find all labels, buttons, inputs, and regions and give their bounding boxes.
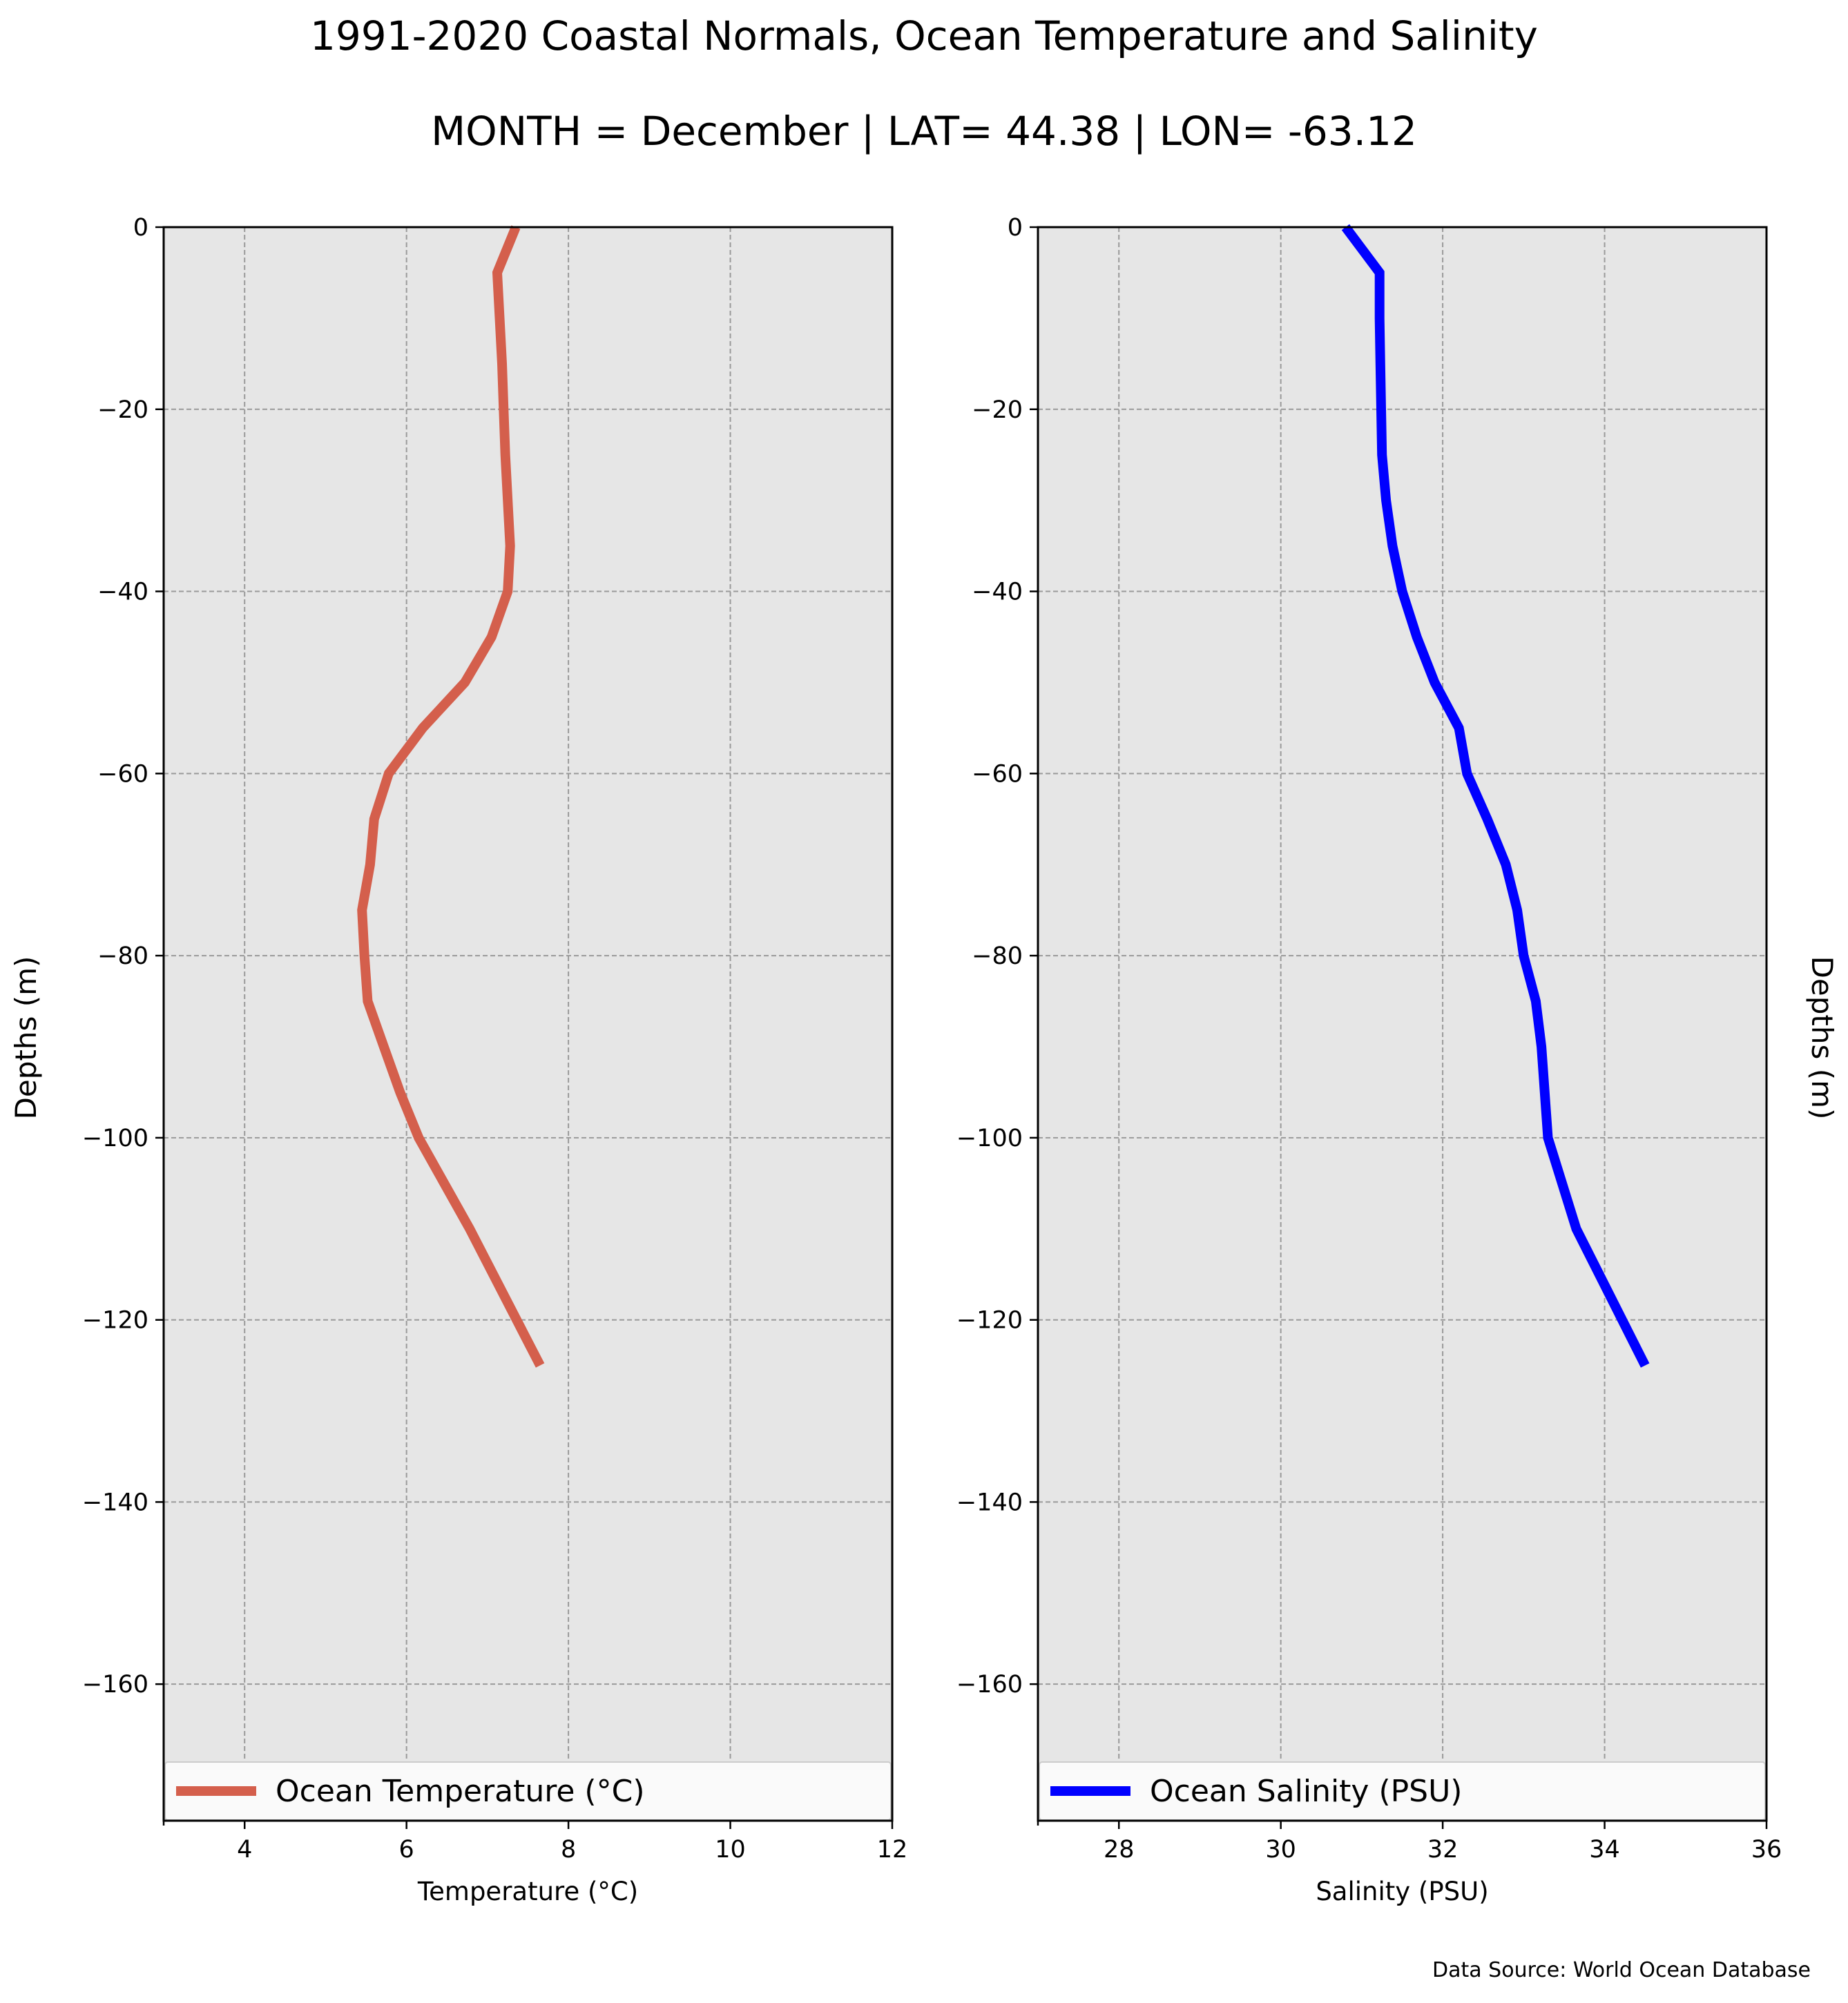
axes-frame (162, 226, 894, 1822)
x-tick-label: 34 (1589, 1836, 1620, 1864)
legend-label: Ocean Salinity (PSU) (1150, 1774, 1462, 1809)
y-tick-label: −160 (82, 1671, 148, 1699)
x-tick-label: 12 (877, 1836, 908, 1864)
plot-area (164, 227, 892, 1821)
x-tick-label: 10 (715, 1836, 746, 1864)
y-tick-label: −160 (956, 1671, 1023, 1699)
data-source-note: Data Source: World Ocean Database (1432, 1958, 1811, 1982)
y-tick-label: −20 (972, 396, 1023, 424)
x-tick-label: 28 (1104, 1836, 1135, 1864)
series-line (1341, 224, 1650, 1368)
figure-title: 1991-2020 Coastal Normals, Ocean Tempera… (310, 12, 1538, 59)
x-tick-label: 8 (561, 1836, 576, 1864)
axes-frame (1037, 226, 1768, 1822)
x-tick-label: 6 (399, 1836, 414, 1864)
series-line (357, 225, 545, 1368)
y-tick-label: −40 (97, 579, 148, 606)
y-axis-label: Depths (m) (1805, 956, 1839, 1120)
y-tick-label: −80 (97, 942, 148, 970)
y-tick-label: −20 (97, 396, 148, 424)
y-tick-label: 0 (1008, 214, 1023, 242)
y-tick-label: −140 (82, 1489, 148, 1516)
y-tick-label: −60 (97, 760, 148, 788)
x-tick-label: 36 (1751, 1836, 1782, 1864)
legend-label: Ocean Temperature (°C) (276, 1774, 645, 1809)
x-axis-label: Salinity (PSU) (1316, 1877, 1488, 1906)
y-tick-label: −80 (972, 942, 1023, 970)
x-tick-label: 4 (237, 1836, 252, 1864)
y-tick-label: −140 (956, 1489, 1023, 1516)
y-tick-label: 0 (133, 214, 148, 242)
y-tick-label: −100 (82, 1125, 148, 1152)
salinity-panel: Ocean Salinity (PSU) 28 30 32 34 36 0 −20 −40 −60… (956, 214, 1839, 1906)
y-tick-label: −100 (956, 1125, 1023, 1152)
y-tick-label: −40 (972, 579, 1023, 606)
y-tick-label: −120 (956, 1307, 1023, 1335)
x-tick-label: 32 (1427, 1836, 1459, 1864)
temperature-panel: Ocean Temperature (°C) 4 6 8 10 12 0 −20 −40 −60 −… (9, 214, 907, 1906)
y-tick-label: −60 (972, 760, 1023, 788)
x-axis-label: Temperature (°C) (417, 1877, 638, 1906)
plot-area (1038, 227, 1767, 1821)
y-tick-label: −120 (82, 1307, 148, 1335)
y-axis-label: Depths (m) (9, 956, 43, 1120)
x-tick-label: 30 (1265, 1836, 1296, 1864)
figure-subtitle: MONTH = December | LAT= 44.38 | LON= -63… (431, 108, 1417, 155)
